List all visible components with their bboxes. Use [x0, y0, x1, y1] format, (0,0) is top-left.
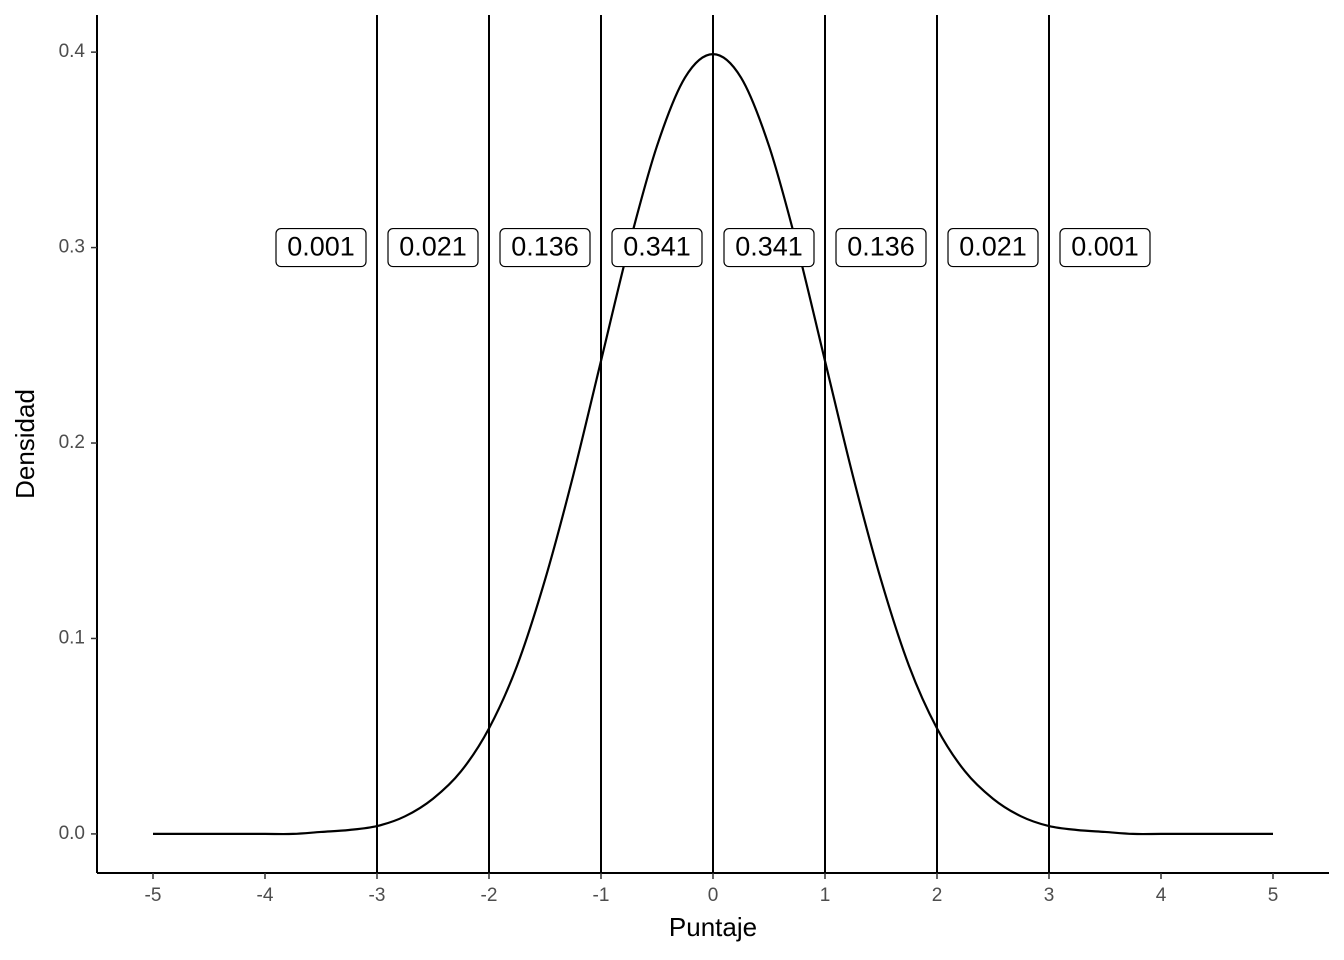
label-text: 0.001 — [1071, 232, 1139, 262]
x-tick-label: 3 — [1044, 885, 1055, 906]
label-text: 0.001 — [287, 232, 355, 262]
label-text: 0.341 — [735, 232, 803, 262]
label-text: 0.021 — [959, 232, 1027, 262]
x-tick-label: -2 — [481, 885, 498, 906]
x-tick-label: 4 — [1156, 885, 1167, 906]
label-text: 0.136 — [511, 232, 579, 262]
y-tick-label: 0.0 — [59, 823, 85, 844]
label-box — [1059, 227, 1151, 268]
x-tick-label: -5 — [145, 885, 162, 906]
label-box — [387, 227, 479, 268]
x-axis-title: Puntaje — [669, 912, 757, 942]
label-box — [947, 227, 1039, 268]
label-box — [611, 227, 703, 268]
x-tick-label: -4 — [257, 885, 274, 906]
y-tick-label: 0.1 — [59, 627, 85, 648]
x-tick-label: -1 — [593, 885, 610, 906]
x-tick-label: 5 — [1268, 885, 1279, 906]
label-text: 0.341 — [623, 232, 691, 262]
label-box — [723, 227, 815, 268]
y-tick-label: 0.4 — [59, 41, 86, 62]
x-tick-label: 0 — [708, 885, 719, 906]
label-text: 0.021 — [399, 232, 467, 262]
x-tick-label: 2 — [932, 885, 943, 906]
x-tick-label: -3 — [369, 885, 386, 906]
y-tick-label: 0.2 — [59, 432, 85, 453]
label-box — [275, 227, 367, 268]
label-box — [835, 227, 927, 268]
label-box — [499, 227, 591, 268]
x-tick-label: 1 — [820, 885, 831, 906]
label-text: 0.136 — [847, 232, 915, 262]
y-tick-label: 0.3 — [59, 237, 85, 258]
y-axis-title: Densidad — [10, 389, 40, 499]
